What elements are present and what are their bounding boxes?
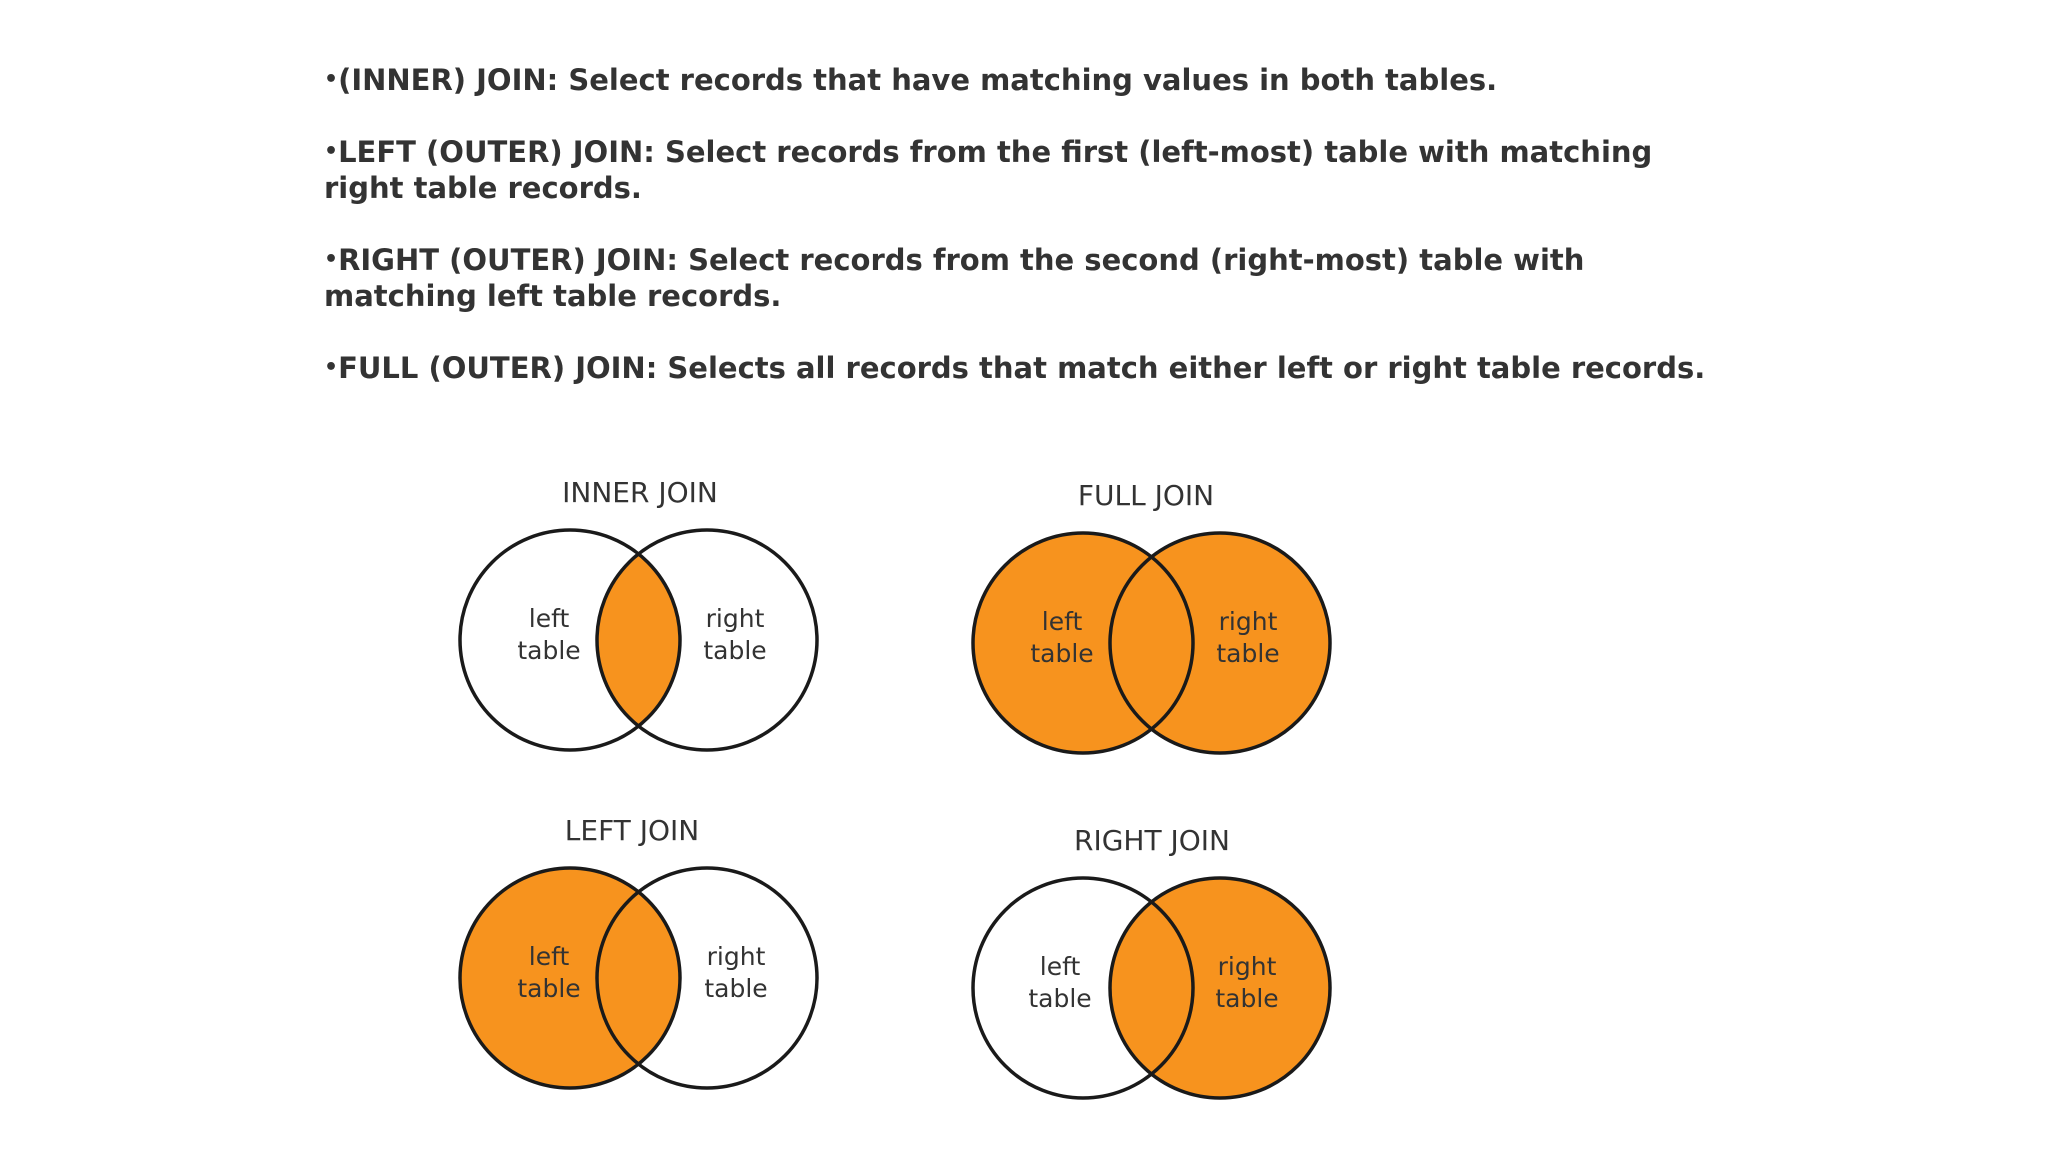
full-join-diagram: FULL JOIN left table right table — [971, 479, 1332, 755]
bullet-inner-join: •(INNER) JOIN: Select records that have … — [324, 62, 1724, 98]
left-join-title: LEFT JOIN — [565, 814, 699, 847]
full-join-right-label-1: right — [1219, 607, 1278, 636]
right-join-right-label-1: right — [1218, 952, 1277, 981]
bullet-dot: • — [324, 67, 339, 92]
inner-join-right-label-2: table — [703, 636, 766, 665]
inner-join-right-label-1: right — [706, 604, 765, 633]
full-join-right-circle — [1108, 531, 1332, 755]
right-join-right-fill — [1110, 878, 1330, 1098]
left-join-right-circle — [595, 866, 819, 1090]
inner-join-left-label-2: table — [517, 636, 580, 665]
left-join-right-label-2: table — [704, 974, 767, 1003]
bullet-text: Selects all records that match either le… — [657, 351, 1706, 385]
bullet-full-join: •FULL (OUTER) JOIN: Selects all records … — [324, 350, 1724, 386]
left-join-diagram: LEFT JOIN left table right table — [458, 814, 819, 1090]
left-join-left-label-2: table — [517, 974, 580, 1003]
inner-join-diagram: INNER JOIN left table right table — [458, 476, 819, 752]
right-join-right-circle — [1108, 876, 1332, 1100]
full-join-right-label-2: table — [1216, 639, 1279, 668]
left-join-left-label-1: left — [529, 942, 570, 971]
inner-join-left-circle — [458, 528, 682, 752]
full-join-left-circle — [971, 531, 1195, 755]
left-join-left-circle — [458, 866, 682, 1090]
bullet-term: FULL (OUTER) JOIN: — [338, 351, 658, 385]
bullet-dot: • — [324, 355, 339, 380]
bullet-left-join: •LEFT (OUTER) JOIN: Select records from … — [324, 134, 1724, 206]
inner-join-right-circle — [595, 528, 819, 752]
join-definitions: •(INNER) JOIN: Select records that have … — [324, 62, 1724, 422]
bullet-term: RIGHT (OUTER) JOIN: — [338, 243, 678, 277]
bullet-dot: • — [324, 139, 339, 164]
right-join-left-label-2: table — [1028, 984, 1091, 1013]
bullet-text: Select records that have matching values… — [558, 63, 1498, 97]
right-join-right-label-2: table — [1215, 984, 1278, 1013]
full-join-right-fill — [1110, 533, 1330, 753]
left-join-right-label-1: right — [707, 942, 766, 971]
full-join-title: FULL JOIN — [1078, 479, 1214, 512]
bullet-text: Select records from the second (right-mo… — [324, 243, 1585, 313]
full-join-left-label-1: left — [1042, 607, 1083, 636]
right-join-title: RIGHT JOIN — [1074, 824, 1230, 857]
inner-join-title: INNER JOIN — [562, 476, 718, 509]
bullet-term: LEFT (OUTER) JOIN: — [338, 135, 655, 169]
left-join-left-fill — [460, 868, 680, 1088]
right-join-diagram: RIGHT JOIN left table right table — [971, 824, 1332, 1100]
inner-join-intersection — [597, 530, 680, 750]
right-join-left-circle — [971, 876, 1195, 1100]
bullet-right-join: •RIGHT (OUTER) JOIN: Select records from… — [324, 242, 1724, 314]
bullet-text: Select records from the first (left-most… — [324, 135, 1653, 205]
inner-join-left-label-1: left — [529, 604, 570, 633]
bullet-term: (INNER) JOIN: — [338, 63, 559, 97]
right-join-left-label-1: left — [1040, 952, 1081, 981]
full-join-left-label-2: table — [1030, 639, 1093, 668]
bullet-dot: • — [324, 247, 339, 272]
